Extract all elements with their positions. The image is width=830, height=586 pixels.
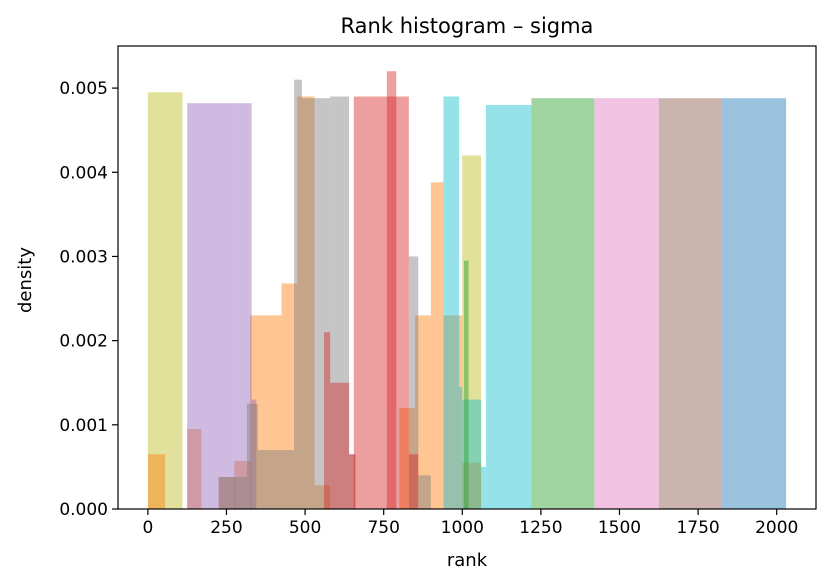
y-tick-label: 0.001 (59, 416, 108, 436)
y-tick-label: 0.004 (59, 163, 108, 183)
x-tick-label: 750 (367, 518, 399, 538)
histogram-bar-s8-b0 (658, 98, 722, 509)
histogram-bar-s1-b6 (281, 283, 298, 509)
histogram-bar-s3-b4 (301, 98, 331, 509)
histogram-bar-s4-b5 (386, 71, 397, 509)
x-tick-label: 1000 (441, 518, 484, 538)
x-tick-label: 1250 (519, 518, 562, 538)
histogram-bar-s9-b0 (721, 98, 787, 509)
bars-layer (147, 71, 787, 510)
y-tick-label: 0.002 (59, 332, 108, 352)
histogram-bar-s1-b0 (147, 454, 166, 509)
histogram-bar-s4-b4 (408, 454, 419, 509)
histogram-bar-s4-b3 (353, 96, 409, 509)
y-tick-label: 0.000 (59, 500, 108, 520)
histogram-bar-s4-b0 (323, 332, 331, 509)
histogram-bar-s0-b0 (147, 92, 183, 510)
x-axis: 0 250 500 750 1000 1250 1500 1750 2000 (142, 509, 798, 538)
histogram-bar-s1-b12 (443, 315, 463, 509)
x-tick-label: 1500 (598, 518, 641, 538)
chart-title: Rank histogram – sigma (341, 14, 594, 38)
plot-frame (117, 45, 817, 510)
histogram-bar-s6-b1 (531, 98, 595, 509)
histogram-bar-s1-b5 (265, 315, 282, 509)
histogram-bar-s3-b8 (408, 256, 419, 509)
histogram-bar-s2-b1 (235, 103, 252, 510)
histogram-bar-s1-b2 (218, 477, 236, 509)
x-tick-label: 1750 (676, 518, 719, 538)
histogram-bar-s1-b13 (462, 462, 482, 509)
histogram-bar-s2-b0 (187, 103, 236, 510)
histogram-bar-s1-b4 (250, 315, 266, 509)
histogram-bar-s5-b3 (481, 466, 486, 509)
histogram-bar-s3-b6 (349, 454, 356, 509)
histogram-bar-s3-b9 (418, 475, 431, 509)
histogram-bar-s4-b2 (349, 454, 356, 509)
histogram-bar-s5-b4 (485, 104, 532, 510)
histogram-bar-s1-b3 (234, 461, 252, 509)
x-tick-label: 0 (142, 518, 153, 538)
histogram-bar-s5-b1 (459, 386, 463, 509)
histogram-bar-s1-b10 (415, 315, 431, 509)
y-tick-label: 0.005 (59, 79, 108, 99)
histogram-bar-s5-b2 (462, 399, 482, 509)
histogram-bar-s1-b7 (297, 96, 315, 509)
x-axis-label: rank (447, 550, 488, 571)
histogram-bar-s3-b2 (257, 450, 295, 509)
histogram-bar-s1-b11 (430, 182, 444, 509)
histogram-bar-s1-b1 (187, 429, 202, 509)
histogram-bar-s6-b0 (463, 260, 469, 509)
y-axis: 0.000 0.001 0.002 0.003 0.004 0.005 (59, 79, 118, 520)
x-tick-label: 2000 (755, 518, 798, 538)
y-axis-label: density (15, 247, 36, 313)
x-tick-label: 500 (289, 518, 321, 538)
histogram-bar-s3-b3 (294, 79, 302, 510)
histogram-bar-s0-b1 (462, 155, 482, 509)
histogram-bar-s3-b5 (330, 96, 350, 509)
histogram-bar-s3-b1 (246, 403, 258, 509)
histogram-bar-s3-b0 (218, 477, 247, 509)
histogram-bar-s2-b2 (251, 399, 257, 509)
histogram-bar-s4-b1 (330, 382, 350, 509)
x-tick-label: 250 (210, 518, 242, 538)
y-tick-label: 0.003 (59, 247, 108, 267)
histogram-bar-s1-b9 (399, 407, 416, 509)
histogram-bar-s5-b0 (443, 96, 460, 509)
histogram-bar-s1-b8 (314, 485, 331, 509)
histogram-bar-s7-b0 (594, 98, 659, 509)
